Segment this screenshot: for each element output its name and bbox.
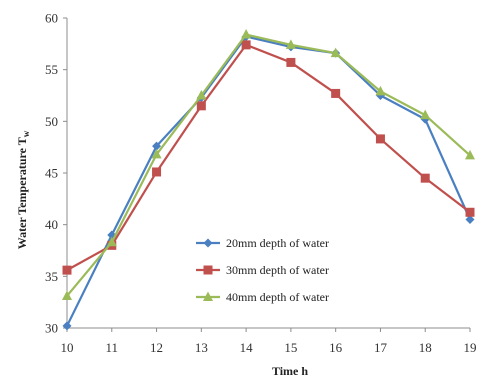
data-point-triangle (151, 148, 162, 159)
x-tick-label: 11 (106, 340, 119, 355)
data-point-square (241, 40, 251, 50)
series-layer (62, 29, 475, 331)
data-point-square (286, 57, 296, 67)
data-point-diamond (465, 215, 475, 224)
data-point-triangle (285, 39, 296, 49)
x-tick-label: 19 (464, 340, 477, 355)
legend-label: 20mm depth of water (226, 236, 329, 250)
data-point-triangle (106, 236, 117, 247)
data-point-square (203, 265, 213, 275)
x-axis-title: Time h (272, 364, 308, 378)
x-tick-label: 10 (61, 340, 74, 355)
data-point-triangle (241, 29, 252, 39)
series-line (66, 43, 471, 272)
axes-layer: 30 35 40 45 50 55 60 10 11 12 13 14 15 16 17 18 19 (45, 11, 477, 356)
series-3 (62, 29, 475, 300)
data-point-square (465, 207, 475, 217)
data-point-diamond (203, 238, 213, 248)
x-tick-label: 18 (419, 340, 432, 355)
data-point-diamond (152, 141, 162, 151)
legend-label: 30mm depth of water (226, 263, 329, 277)
series-line (66, 33, 471, 297)
x-tick-label: 17 (374, 340, 388, 355)
y-tick-label: 40 (45, 217, 58, 232)
data-point-triangle (420, 109, 431, 120)
y-tick-label: 55 (45, 62, 58, 77)
y-tick-label: 45 (45, 166, 58, 181)
data-point-triangle (62, 290, 72, 300)
y-axis-title-subscript: w (21, 130, 31, 137)
data-point-square (152, 167, 162, 177)
legend-item: 30mm depth of water (196, 263, 329, 277)
x-tick-label: 15 (284, 340, 297, 355)
y-axis-title-text: Water Temperature T (15, 137, 29, 249)
series-line (66, 35, 472, 327)
data-point-square (62, 265, 72, 275)
legend-item: 40mm depth of water (196, 290, 329, 304)
data-point-triangle (375, 85, 386, 96)
x-tick-label: 14 (240, 340, 254, 355)
y-tick-label: 60 (45, 11, 58, 26)
x-tick-label: 12 (150, 340, 163, 355)
data-point-square (196, 101, 206, 111)
y-tick-label: 30 (45, 321, 58, 336)
x-tick-label: 13 (195, 340, 208, 355)
legend-label: 40mm depth of water (226, 290, 329, 304)
data-point-square (420, 173, 430, 183)
y-tick-label: 50 (45, 114, 58, 129)
legend: 20mm depth of water 30mm depth of water 40… (196, 236, 329, 304)
y-axis-title: Water Temperature Tw (15, 130, 31, 249)
data-point-triangle (196, 90, 207, 100)
legend-item: 20mm depth of water (196, 236, 329, 250)
x-tick-label: 16 (329, 340, 343, 355)
data-point-triangle (330, 47, 341, 58)
y-tick-label: 35 (45, 269, 58, 284)
data-point-square (375, 134, 385, 144)
data-point-triangle (465, 149, 475, 160)
data-point-triangle (203, 291, 213, 301)
data-point-square (331, 88, 341, 98)
data-point-diamond (62, 321, 72, 331)
series-1 (62, 32, 475, 331)
